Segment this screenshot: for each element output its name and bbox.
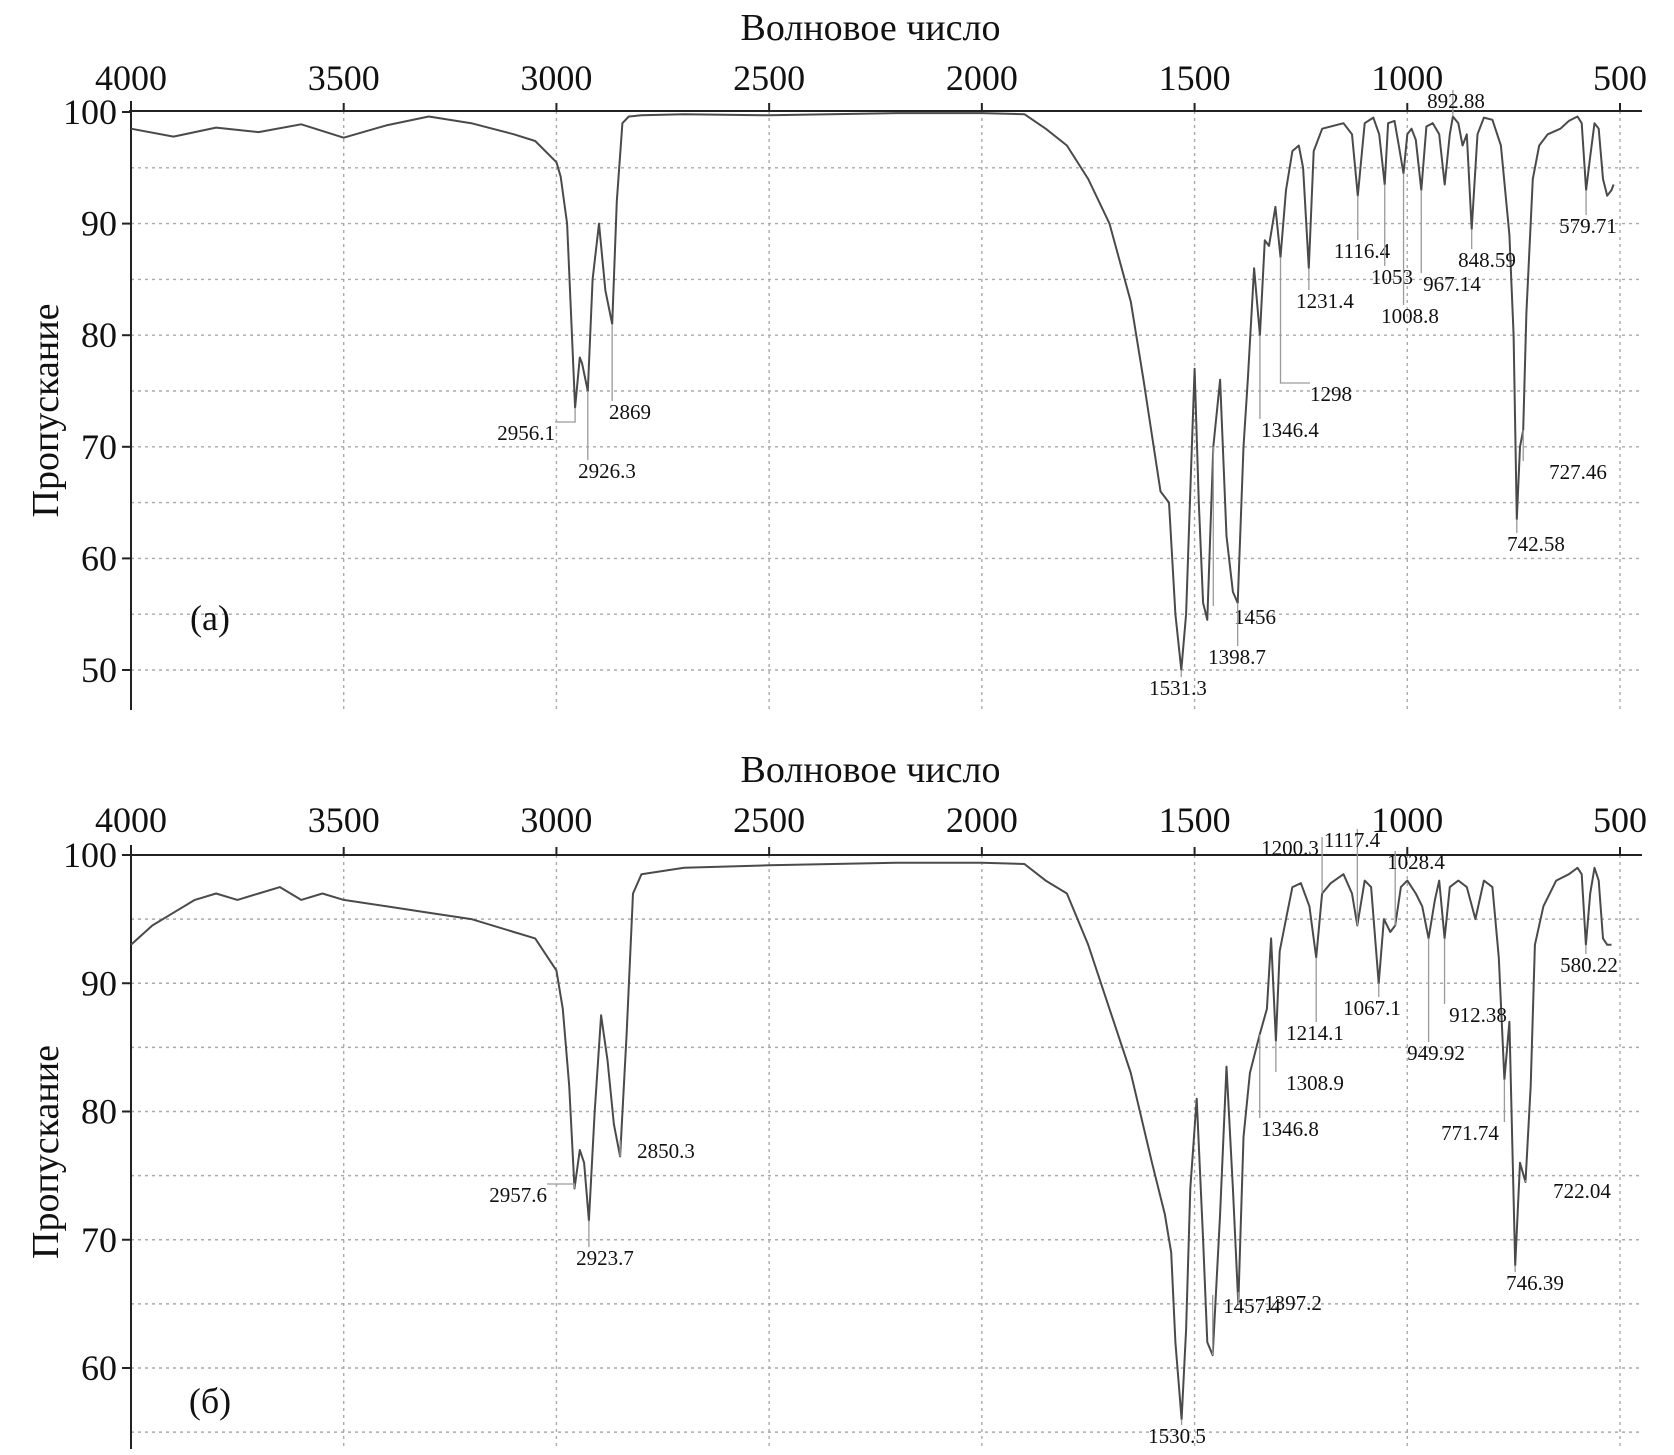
peak-label: 2957.6 (489, 1183, 547, 1207)
peak-label: 1346.8 (1261, 1117, 1319, 1141)
spectrum-line (130, 112, 1615, 671)
peak-label: 892.88 (1427, 89, 1485, 113)
y-tick-label: 80 (81, 315, 117, 355)
peak-label: 1028.4 (1387, 850, 1445, 874)
peak-label: 1231.4 (1296, 289, 1354, 313)
peak-leader-line (555, 407, 576, 423)
peak-label: 727.46 (1549, 460, 1607, 484)
y-tick-label: 80 (81, 1092, 117, 1132)
panel-a: Волновое число Пропускание 4000 3500 3000 250… (25, 7, 1647, 710)
peak-label: 949.92 (1407, 1041, 1465, 1065)
x-axis-title: Волновое число (741, 749, 1001, 791)
y-tick-label: 60 (81, 1348, 117, 1388)
x-tick-label: 2500 (733, 800, 805, 840)
peak-label: 848.59 (1458, 248, 1516, 272)
peak-label: 771.74 (1441, 1121, 1499, 1145)
x-tick-label: 3500 (308, 58, 380, 98)
y-tick-label: 70 (81, 1220, 117, 1260)
x-tick-label: 4000 (95, 800, 167, 840)
x-tick-label: 1000 (1371, 58, 1443, 98)
peak-label: 722.04 (1553, 1179, 1611, 1203)
x-axis-title: Волновое число (741, 7, 1001, 49)
peak-label: 1308.9 (1286, 1071, 1344, 1095)
y-tick-label: 100 (63, 835, 117, 875)
peak-label: 1397.2 (1264, 1291, 1322, 1315)
x-tick-label: 2000 (946, 800, 1018, 840)
x-tick-label: 500 (1593, 58, 1647, 98)
peak-label: 2956.1 (497, 421, 555, 445)
y-tick-label: 50 (81, 650, 117, 690)
peak-label: 1530.5 (1148, 1424, 1206, 1448)
x-tick-label: 4000 (95, 58, 167, 98)
peak-label: 912.38 (1449, 1003, 1507, 1027)
x-tick-label: 1500 (1159, 58, 1231, 98)
peak-label: 2850.3 (637, 1139, 695, 1163)
peak-label: 1298 (1310, 382, 1352, 406)
spectrum-line (130, 861, 1612, 1421)
peak-label: 1214.1 (1286, 1021, 1344, 1045)
peak-label: 967.14 (1423, 272, 1481, 296)
peak-label: 742.58 (1507, 532, 1565, 556)
peak-label: 746.39 (1506, 1271, 1564, 1295)
x-tick-label: 3000 (520, 58, 592, 98)
peak-label: 2926.3 (578, 459, 636, 483)
peak-leader-line (1279, 257, 1310, 384)
y-axis-title: Пропускание (25, 304, 67, 518)
peak-label: 580.22 (1560, 953, 1618, 977)
panel-b: Волновое число Пропускание 4000 3500 3000 250… (25, 749, 1647, 1449)
x-tick-label: 1500 (1159, 800, 1231, 840)
peak-label: 1067.1 (1343, 996, 1401, 1020)
peak-leader-line (547, 1183, 576, 1189)
peak-label: 1117.4 (1324, 828, 1381, 852)
x-tick-label: 500 (1593, 800, 1647, 840)
panel-tag: (a) (190, 598, 230, 638)
peak-label: 1457.4 (1223, 1294, 1281, 1318)
y-axis-title: Пропускание (25, 1045, 67, 1259)
peak-label: 1346.4 (1261, 418, 1319, 442)
peak-label: 2869 (609, 400, 651, 424)
y-tick-label: 90 (81, 963, 117, 1003)
peak-label: 579.71 (1559, 214, 1617, 238)
x-tick-label: 3500 (308, 800, 380, 840)
peak-label: 1053 (1371, 265, 1413, 289)
y-tick-label: 70 (81, 427, 117, 467)
peak-label: 1398.7 (1208, 645, 1266, 669)
y-tick-label: 60 (81, 538, 117, 578)
peak-label: 1116.4 (1334, 239, 1391, 263)
peak-label: 1531.3 (1149, 676, 1207, 700)
peak-label: 1008.8 (1381, 304, 1439, 328)
x-tick-label: 3000 (520, 800, 592, 840)
peak-label: 1200.3 (1261, 836, 1319, 860)
y-tick-label: 90 (81, 204, 117, 244)
y-tick-label: 100 (63, 92, 117, 132)
peak-label: 1456 (1234, 605, 1276, 629)
peak-label: 2923.7 (576, 1246, 634, 1270)
x-tick-label: 2000 (946, 58, 1018, 98)
x-tick-label: 1000 (1371, 800, 1443, 840)
panel-tag: (б) (189, 1381, 231, 1421)
x-tick-label: 2500 (733, 58, 805, 98)
